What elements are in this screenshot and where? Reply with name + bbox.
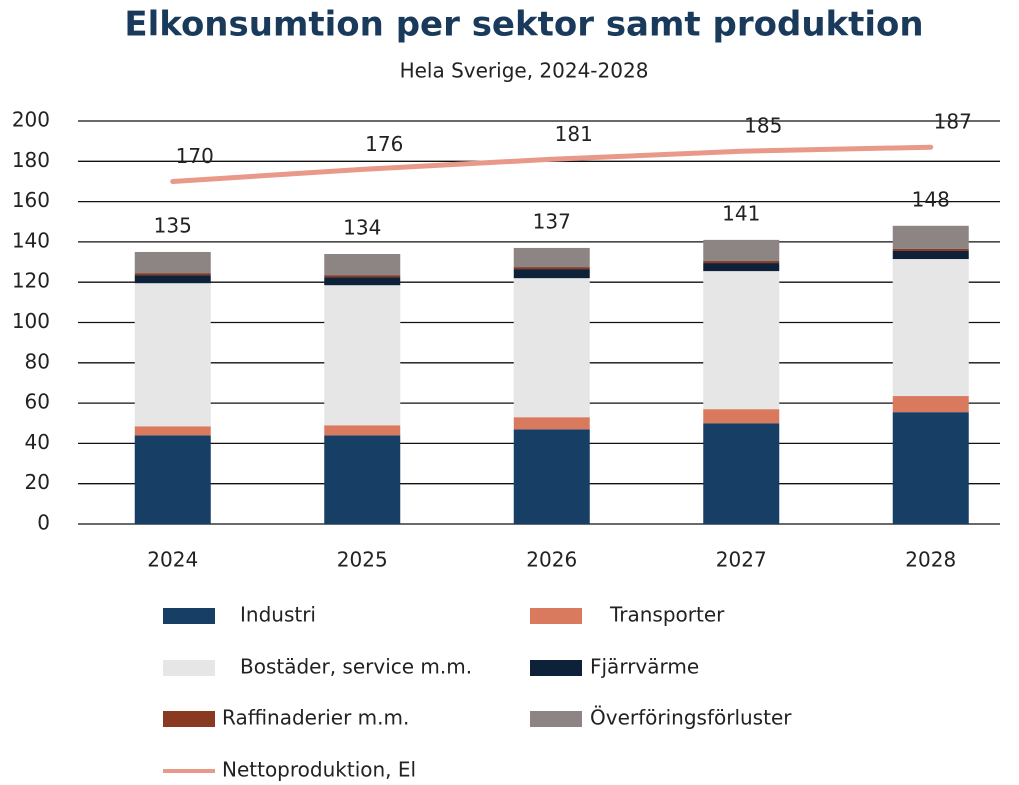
bar-segment	[703, 261, 780, 264]
legend-label: Nettoproduktion, El	[222, 758, 416, 782]
legend-label: Överföringsförluster	[590, 706, 792, 730]
legend-label: Transporter	[609, 603, 725, 627]
bar-segment	[892, 225, 969, 249]
bar-segment	[134, 426, 211, 436]
chart-subtitle: Hela Sverige, 2024-2028	[400, 59, 649, 83]
bar-segment	[324, 285, 401, 426]
chart-title: Elkonsumtion per sektor samt produktion	[124, 5, 923, 45]
legend-label: Raffinaderier m.m.	[222, 706, 409, 730]
legend-label: Fjärrvärme	[590, 655, 699, 679]
line-label: 170	[176, 144, 214, 168]
bar-segment	[324, 253, 401, 276]
bar-segment	[134, 273, 211, 276]
x-tick-label: 2028	[905, 548, 956, 572]
y-tick-label: 80	[25, 349, 50, 373]
bar-segment	[892, 250, 969, 260]
total-label: 137	[533, 209, 571, 233]
total-label: 135	[154, 213, 192, 237]
bar-segment	[324, 425, 401, 436]
bar-segment	[513, 269, 590, 279]
bar-segment	[134, 283, 211, 427]
bar-segment	[892, 396, 969, 413]
total-label: 141	[722, 201, 760, 225]
legend-swatch	[163, 711, 215, 727]
bar-segment	[324, 435, 401, 524]
legend-swatch	[530, 711, 582, 727]
bar-segment	[134, 251, 211, 274]
total-label: 134	[343, 215, 381, 239]
x-tick-label: 2027	[716, 548, 767, 572]
legend-swatch	[163, 660, 215, 676]
y-tick-label: 20	[25, 470, 50, 494]
y-tick-label: 200	[12, 108, 50, 132]
bar-segment	[134, 435, 211, 524]
y-tick-label: 180	[12, 148, 50, 172]
bar-segment	[324, 275, 401, 278]
bar-segment	[703, 239, 780, 262]
bar-segment	[513, 429, 590, 524]
bar-segment	[513, 278, 590, 418]
x-tick-label: 2026	[526, 548, 577, 572]
bar-segment	[703, 423, 780, 524]
bar-segment	[703, 409, 780, 424]
bar-segment	[703, 271, 780, 410]
y-tick-label: 160	[12, 188, 50, 212]
bar-segment	[324, 277, 401, 286]
bar-segment	[513, 417, 590, 430]
y-tick-label: 100	[12, 309, 50, 333]
line-label: 181	[555, 122, 593, 146]
y-tick-label: 40	[25, 430, 50, 454]
bar-segment	[513, 247, 590, 268]
legend-label: Bostäder, service m.m.	[240, 655, 472, 679]
line-label: 185	[744, 114, 782, 138]
line-label: 187	[934, 110, 972, 134]
x-tick-label: 2025	[337, 548, 388, 572]
bar-segment	[703, 263, 780, 272]
legend-swatch	[163, 608, 215, 624]
y-tick-label: 140	[12, 228, 50, 252]
bar-segment	[892, 248, 969, 251]
line-label: 176	[365, 132, 403, 156]
y-tick-label: 120	[12, 269, 50, 293]
bar-segment	[134, 275, 211, 284]
legend-swatch	[530, 608, 582, 624]
line	[170, 144, 934, 184]
total-label: 148	[912, 187, 950, 211]
legend-swatch	[530, 660, 582, 676]
x-tick-label: 2024	[147, 548, 198, 572]
bar-segment	[513, 267, 590, 270]
legend-label: Industri	[240, 603, 316, 627]
y-tick-label: 60	[25, 390, 50, 414]
bar-segment	[892, 412, 969, 524]
bar-segment	[892, 259, 969, 397]
y-tick-label: 0	[37, 511, 50, 535]
